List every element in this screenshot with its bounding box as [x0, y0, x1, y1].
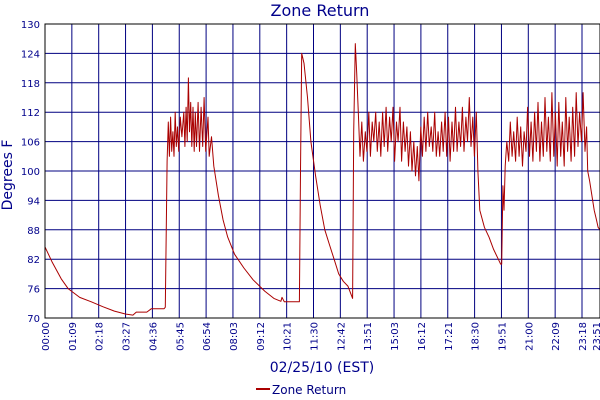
y-tick-label: 70 [27, 314, 40, 325]
x-tick-label: 04:36 [148, 322, 159, 351]
x-tick-label: 06:54 [202, 322, 213, 351]
x-tick-label: 17:21 [444, 322, 455, 351]
x-tick-label: 12:42 [336, 322, 347, 351]
x-tick-label: 10:21 [283, 322, 294, 351]
x-tick-label: 01:09 [68, 322, 79, 351]
plot-area [44, 23, 600, 319]
series-layer [44, 43, 600, 316]
legend: Zone Return [256, 383, 346, 397]
x-tick-label: 16:12 [417, 322, 428, 351]
y-tick-label: 82 [27, 255, 40, 266]
x-tick-label: 05:45 [175, 322, 186, 351]
y-tick-label: 88 [27, 226, 40, 237]
y-tick-label: 94 [27, 196, 40, 207]
x-tick-label: 22:09 [551, 322, 562, 351]
x-tick-label: 00:00 [41, 322, 52, 351]
x-tick-label: 13:51 [363, 322, 374, 351]
series-line [44, 43, 600, 316]
grid [44, 23, 600, 319]
y-tick-label: 118 [21, 79, 40, 90]
y-tick-label: 112 [21, 108, 40, 119]
y-tick-label: 130 [21, 20, 40, 31]
y-tick-label: 124 [21, 49, 40, 60]
x-axis-label: 02/25/10 (EST) [270, 360, 375, 376]
y-tick-labels: 70 76 82 88 94 100 106 112 118 124 130 [21, 20, 40, 325]
x-tick-label: 23:18 [578, 322, 589, 351]
x-tick-labels: 00:00 01:09 02:18 03:27 04:36 05:45 06:54 08:03… [41, 322, 600, 351]
x-tick-label: 03:27 [122, 322, 133, 351]
x-tick-label: 02:18 [95, 322, 106, 351]
chart-title: Zone Return [271, 1, 370, 20]
y-tick-label: 106 [21, 138, 40, 149]
y-tick-label: 76 [27, 285, 40, 296]
x-tick-label: 11:30 [310, 322, 321, 351]
y-axis-label: Degrees F [0, 140, 16, 211]
x-tick-label: 18:30 [471, 322, 482, 351]
y-tick-label: 100 [21, 167, 40, 178]
x-tick-label: 23:51 [592, 322, 600, 351]
legend-label: Zone Return [272, 383, 346, 397]
x-tick-label: 21:00 [524, 322, 535, 351]
x-tick-label: 15:03 [390, 322, 401, 351]
x-tick-label: 19:51 [497, 322, 508, 351]
x-tick-label: 09:12 [256, 322, 267, 351]
x-tick-label: 08:03 [229, 322, 240, 351]
